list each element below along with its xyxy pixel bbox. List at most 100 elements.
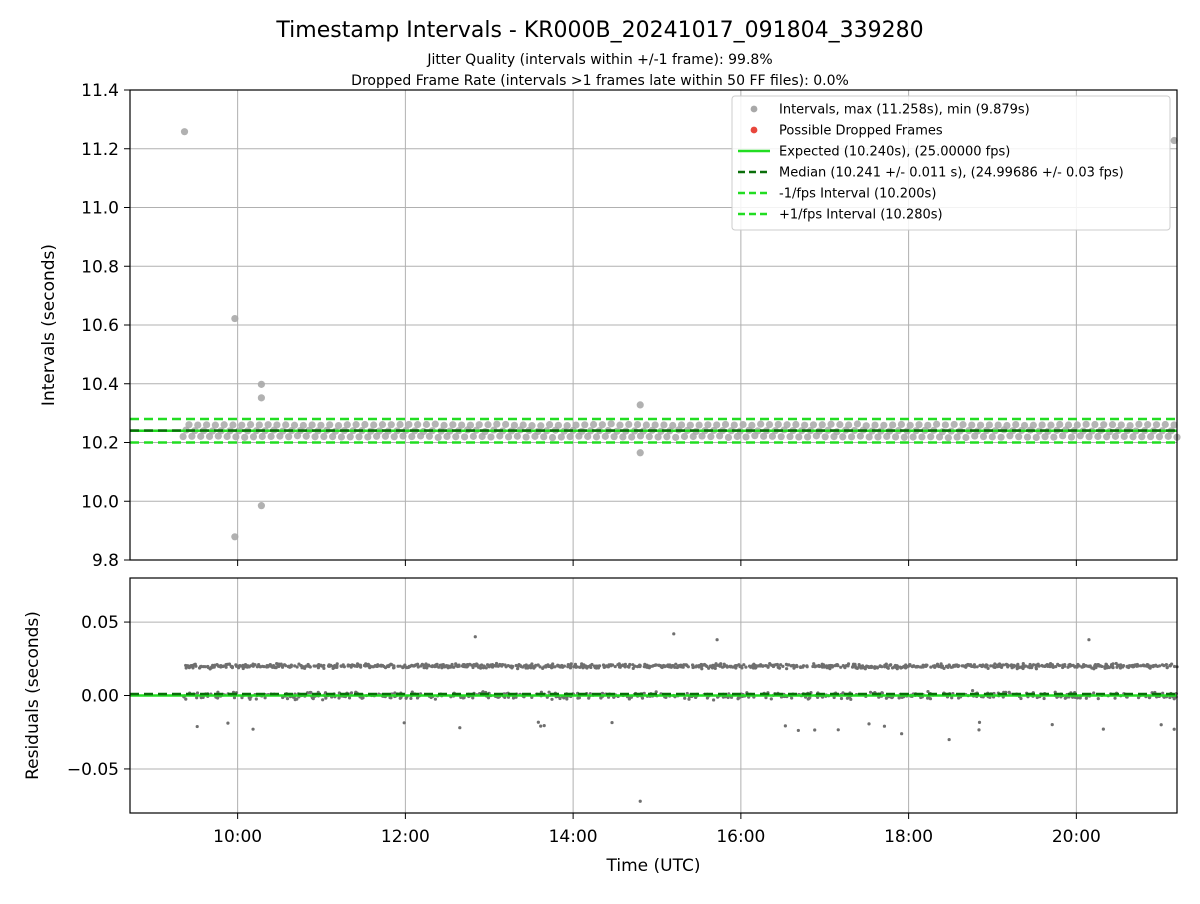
interval-point [874, 433, 882, 441]
residual-point [536, 720, 540, 724]
interval-point [950, 420, 958, 429]
residual-point [503, 663, 507, 667]
residual-point [1139, 664, 1143, 668]
residual-point [707, 666, 711, 670]
interval-point [985, 421, 993, 429]
residual-point [719, 662, 723, 666]
residual-point [553, 665, 557, 669]
legend-entry-label: Intervals, max (11.258s), min (9.879s) [779, 103, 1030, 118]
intervals-y-axis-label: Intervals (seconds) [39, 244, 59, 406]
interval-point [1038, 421, 1046, 429]
interval-point [1047, 421, 1055, 429]
residual-point [1136, 664, 1141, 668]
residual-point [565, 697, 569, 701]
residual-point [628, 662, 632, 667]
interval-point [589, 420, 598, 429]
residual-point [654, 690, 658, 694]
residual-point [289, 663, 293, 667]
residual-point [1100, 664, 1104, 669]
interval-point [1085, 433, 1093, 441]
interval-point [440, 421, 448, 429]
interval-point [1100, 421, 1108, 429]
interval-point [628, 433, 636, 441]
interval-point [625, 420, 633, 429]
interval-point [179, 432, 187, 441]
interval-point [663, 433, 671, 441]
interval-point [370, 421, 378, 429]
interval-outlier-point [180, 128, 189, 136]
interval-point [1161, 420, 1169, 429]
residual-point [284, 664, 288, 668]
residual-point [1034, 667, 1038, 671]
interval-point [1082, 420, 1090, 428]
interval-point [818, 421, 826, 429]
residual-point [1054, 665, 1058, 669]
residual-point [1042, 696, 1046, 701]
interval-point [695, 421, 703, 429]
interval-point [355, 433, 363, 441]
residual-point [1050, 663, 1055, 667]
residual-point [761, 664, 765, 668]
interval-point [264, 421, 272, 429]
interval-point [1129, 433, 1137, 441]
residual-point [654, 663, 659, 667]
interval-point [405, 420, 413, 429]
legend-marker-dot [750, 126, 758, 134]
residual-point [1113, 696, 1117, 700]
residual-point [538, 665, 542, 669]
interval-point [308, 421, 316, 429]
residual-point [589, 665, 593, 670]
interval-point [607, 420, 615, 428]
residual-point [1111, 662, 1115, 666]
interval-point [408, 432, 416, 441]
residual-point [226, 721, 230, 725]
interval-point [1032, 433, 1040, 442]
interval-point [548, 433, 557, 442]
residual-point [993, 665, 997, 670]
residual-point [1051, 665, 1055, 669]
residual-point [566, 663, 570, 667]
interval-point [378, 421, 387, 429]
residual-point [817, 663, 821, 668]
residual-point [280, 665, 285, 669]
intervals-ytick-label: 11.4 [81, 81, 119, 101]
interval-point [616, 421, 624, 429]
interval-point [320, 432, 328, 441]
intervals-ytick-label: 11.0 [81, 199, 119, 219]
residual-point [993, 662, 997, 666]
residual-point [895, 664, 900, 669]
interval-point [519, 421, 527, 429]
residual-point [530, 662, 534, 666]
interval-point [680, 432, 689, 441]
residual-point [203, 665, 208, 669]
residual-point [957, 664, 961, 668]
residual-point [721, 665, 726, 669]
residual-point [501, 662, 505, 667]
residual-point [623, 662, 627, 666]
interval-point [449, 421, 457, 429]
interval-point [801, 421, 809, 429]
interval-point [792, 420, 800, 429]
interval-point [968, 421, 976, 429]
residual-outlier-point [715, 638, 719, 642]
residual-outlier-point [947, 737, 951, 742]
residual-point [1121, 664, 1126, 668]
interval-point [1091, 420, 1099, 429]
interval-point [918, 433, 926, 441]
interval-point [214, 432, 222, 440]
residual-point [425, 666, 429, 670]
interval-point [1094, 432, 1102, 441]
residual-point [458, 726, 462, 730]
interval-point [760, 432, 768, 440]
interval-point [827, 420, 835, 428]
interval-point [909, 433, 917, 441]
residual-point [908, 663, 912, 667]
interval-point [431, 420, 439, 428]
residual-point [928, 697, 933, 701]
residual-point [929, 665, 933, 669]
interval-point [1155, 433, 1164, 441]
residuals-ytick-label: −0.05 [67, 760, 119, 780]
residual-point [471, 665, 475, 670]
residuals-y-axis-label: Residuals (seconds) [23, 611, 43, 780]
